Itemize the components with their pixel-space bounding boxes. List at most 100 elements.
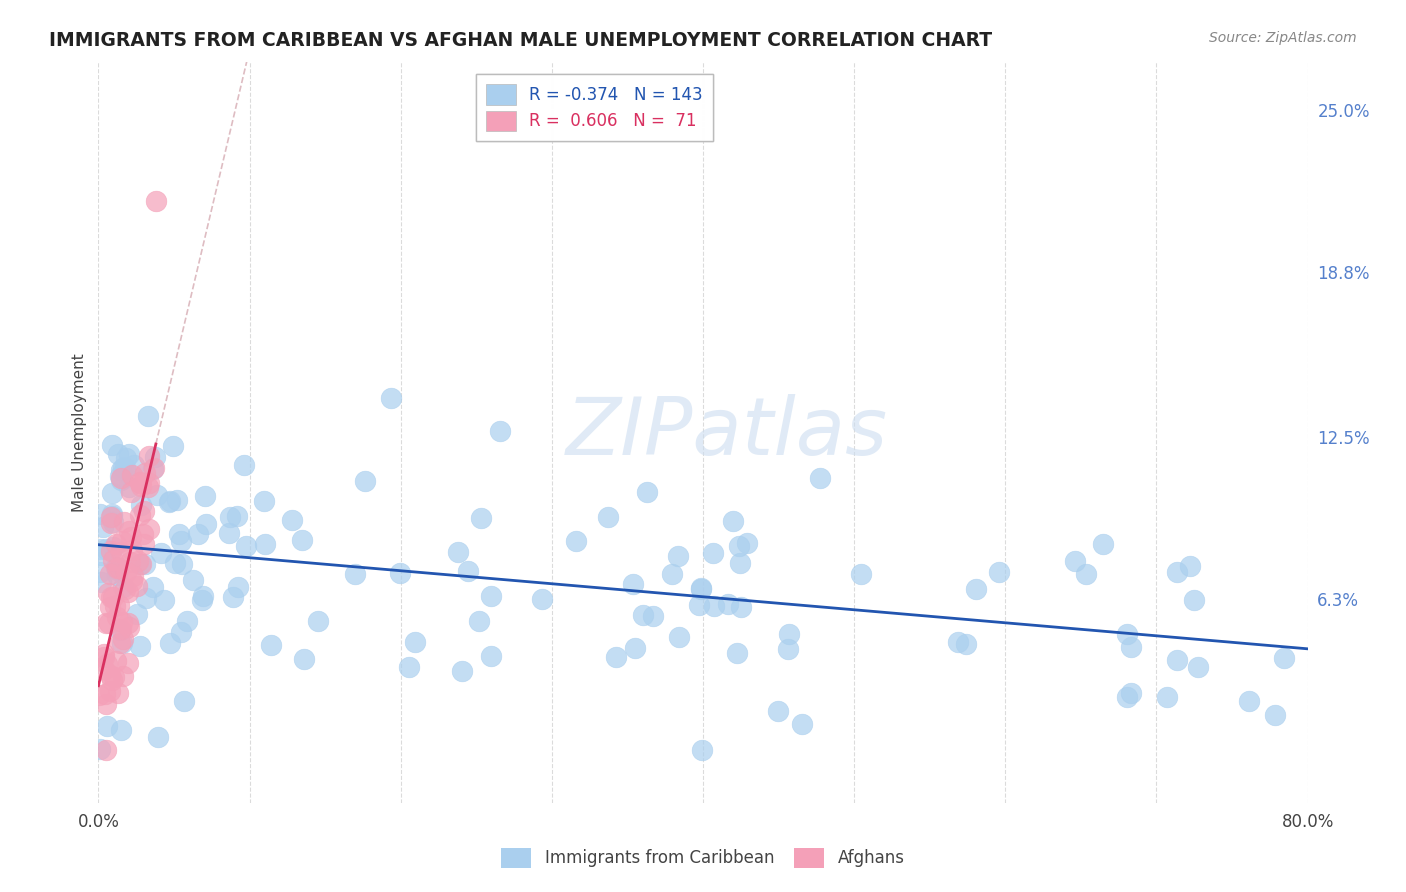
Point	[1178, 559, 1201, 574]
Point	[479, 590, 502, 604]
Point	[112, 516, 135, 530]
Point	[96, 697, 118, 711]
Point	[89, 742, 111, 756]
Point	[118, 524, 141, 538]
Text: Source: ZipAtlas.com: Source: ZipAtlas.com	[1209, 31, 1357, 45]
Point	[101, 485, 124, 500]
Point	[105, 563, 128, 577]
Point	[468, 614, 491, 628]
Point	[87, 688, 110, 702]
Point	[143, 461, 166, 475]
Point	[105, 560, 128, 574]
Point	[89, 565, 111, 579]
Point	[103, 670, 125, 684]
Point	[111, 635, 134, 649]
Point	[107, 561, 129, 575]
Point	[120, 484, 142, 499]
Point	[987, 566, 1010, 580]
Point	[170, 557, 193, 571]
Point	[121, 468, 143, 483]
Point	[1237, 694, 1260, 708]
Point	[253, 493, 276, 508]
Point	[89, 507, 111, 521]
Point	[110, 473, 132, 487]
Point	[254, 537, 277, 551]
Point	[143, 450, 166, 464]
Point	[489, 425, 512, 439]
Point	[565, 534, 588, 549]
Point	[181, 573, 204, 587]
Point	[134, 466, 156, 480]
Point	[531, 592, 554, 607]
Point	[955, 637, 977, 651]
Point	[135, 591, 157, 605]
Point	[138, 475, 160, 490]
Point	[97, 585, 120, 599]
Point	[166, 493, 188, 508]
Point	[117, 616, 139, 631]
Point	[1156, 690, 1178, 704]
Point	[94, 687, 117, 701]
Point	[128, 557, 150, 571]
Point	[218, 526, 240, 541]
Point	[790, 717, 813, 731]
Point	[120, 530, 142, 544]
Point	[101, 508, 124, 522]
Point	[94, 615, 117, 630]
Point	[108, 598, 131, 612]
Point	[98, 615, 121, 630]
Point	[98, 684, 121, 698]
Point	[129, 557, 152, 571]
Point	[96, 657, 118, 671]
Point	[96, 743, 118, 757]
Point	[232, 458, 254, 473]
Point	[118, 447, 141, 461]
Point	[105, 559, 128, 574]
Point	[129, 475, 152, 489]
Point	[470, 511, 492, 525]
Point	[153, 593, 176, 607]
Point	[125, 579, 148, 593]
Point	[666, 549, 689, 563]
Point	[100, 516, 122, 531]
Point	[128, 640, 150, 654]
Point	[281, 513, 304, 527]
Point	[108, 635, 131, 649]
Point	[94, 542, 117, 557]
Point	[105, 609, 128, 624]
Point	[142, 462, 165, 476]
Point	[194, 489, 217, 503]
Point	[134, 557, 156, 571]
Point	[260, 638, 283, 652]
Point	[194, 516, 217, 531]
Point	[114, 461, 136, 475]
Point	[114, 451, 136, 466]
Point	[1264, 708, 1286, 723]
Point	[90, 548, 112, 562]
Point	[222, 590, 245, 604]
Point	[730, 600, 752, 615]
Point	[111, 461, 134, 475]
Point	[292, 652, 315, 666]
Point	[1166, 566, 1188, 580]
Point	[1063, 553, 1085, 567]
Text: ZIPatlas: ZIPatlas	[567, 393, 889, 472]
Point	[136, 480, 159, 494]
Point	[623, 576, 645, 591]
Point	[725, 646, 748, 660]
Point	[849, 567, 872, 582]
Point	[624, 640, 647, 655]
Legend: R = -0.374   N = 143, R =  0.606   N =  71: R = -0.374 N = 143, R = 0.606 N = 71	[475, 74, 713, 141]
Point	[112, 580, 135, 594]
Point	[162, 439, 184, 453]
Point	[111, 615, 134, 629]
Point	[479, 648, 502, 663]
Point	[668, 630, 690, 644]
Point	[191, 589, 214, 603]
Point	[728, 539, 751, 553]
Point	[142, 580, 165, 594]
Point	[110, 545, 132, 559]
Point	[1121, 686, 1143, 700]
Point	[100, 510, 122, 524]
Point	[447, 544, 470, 558]
